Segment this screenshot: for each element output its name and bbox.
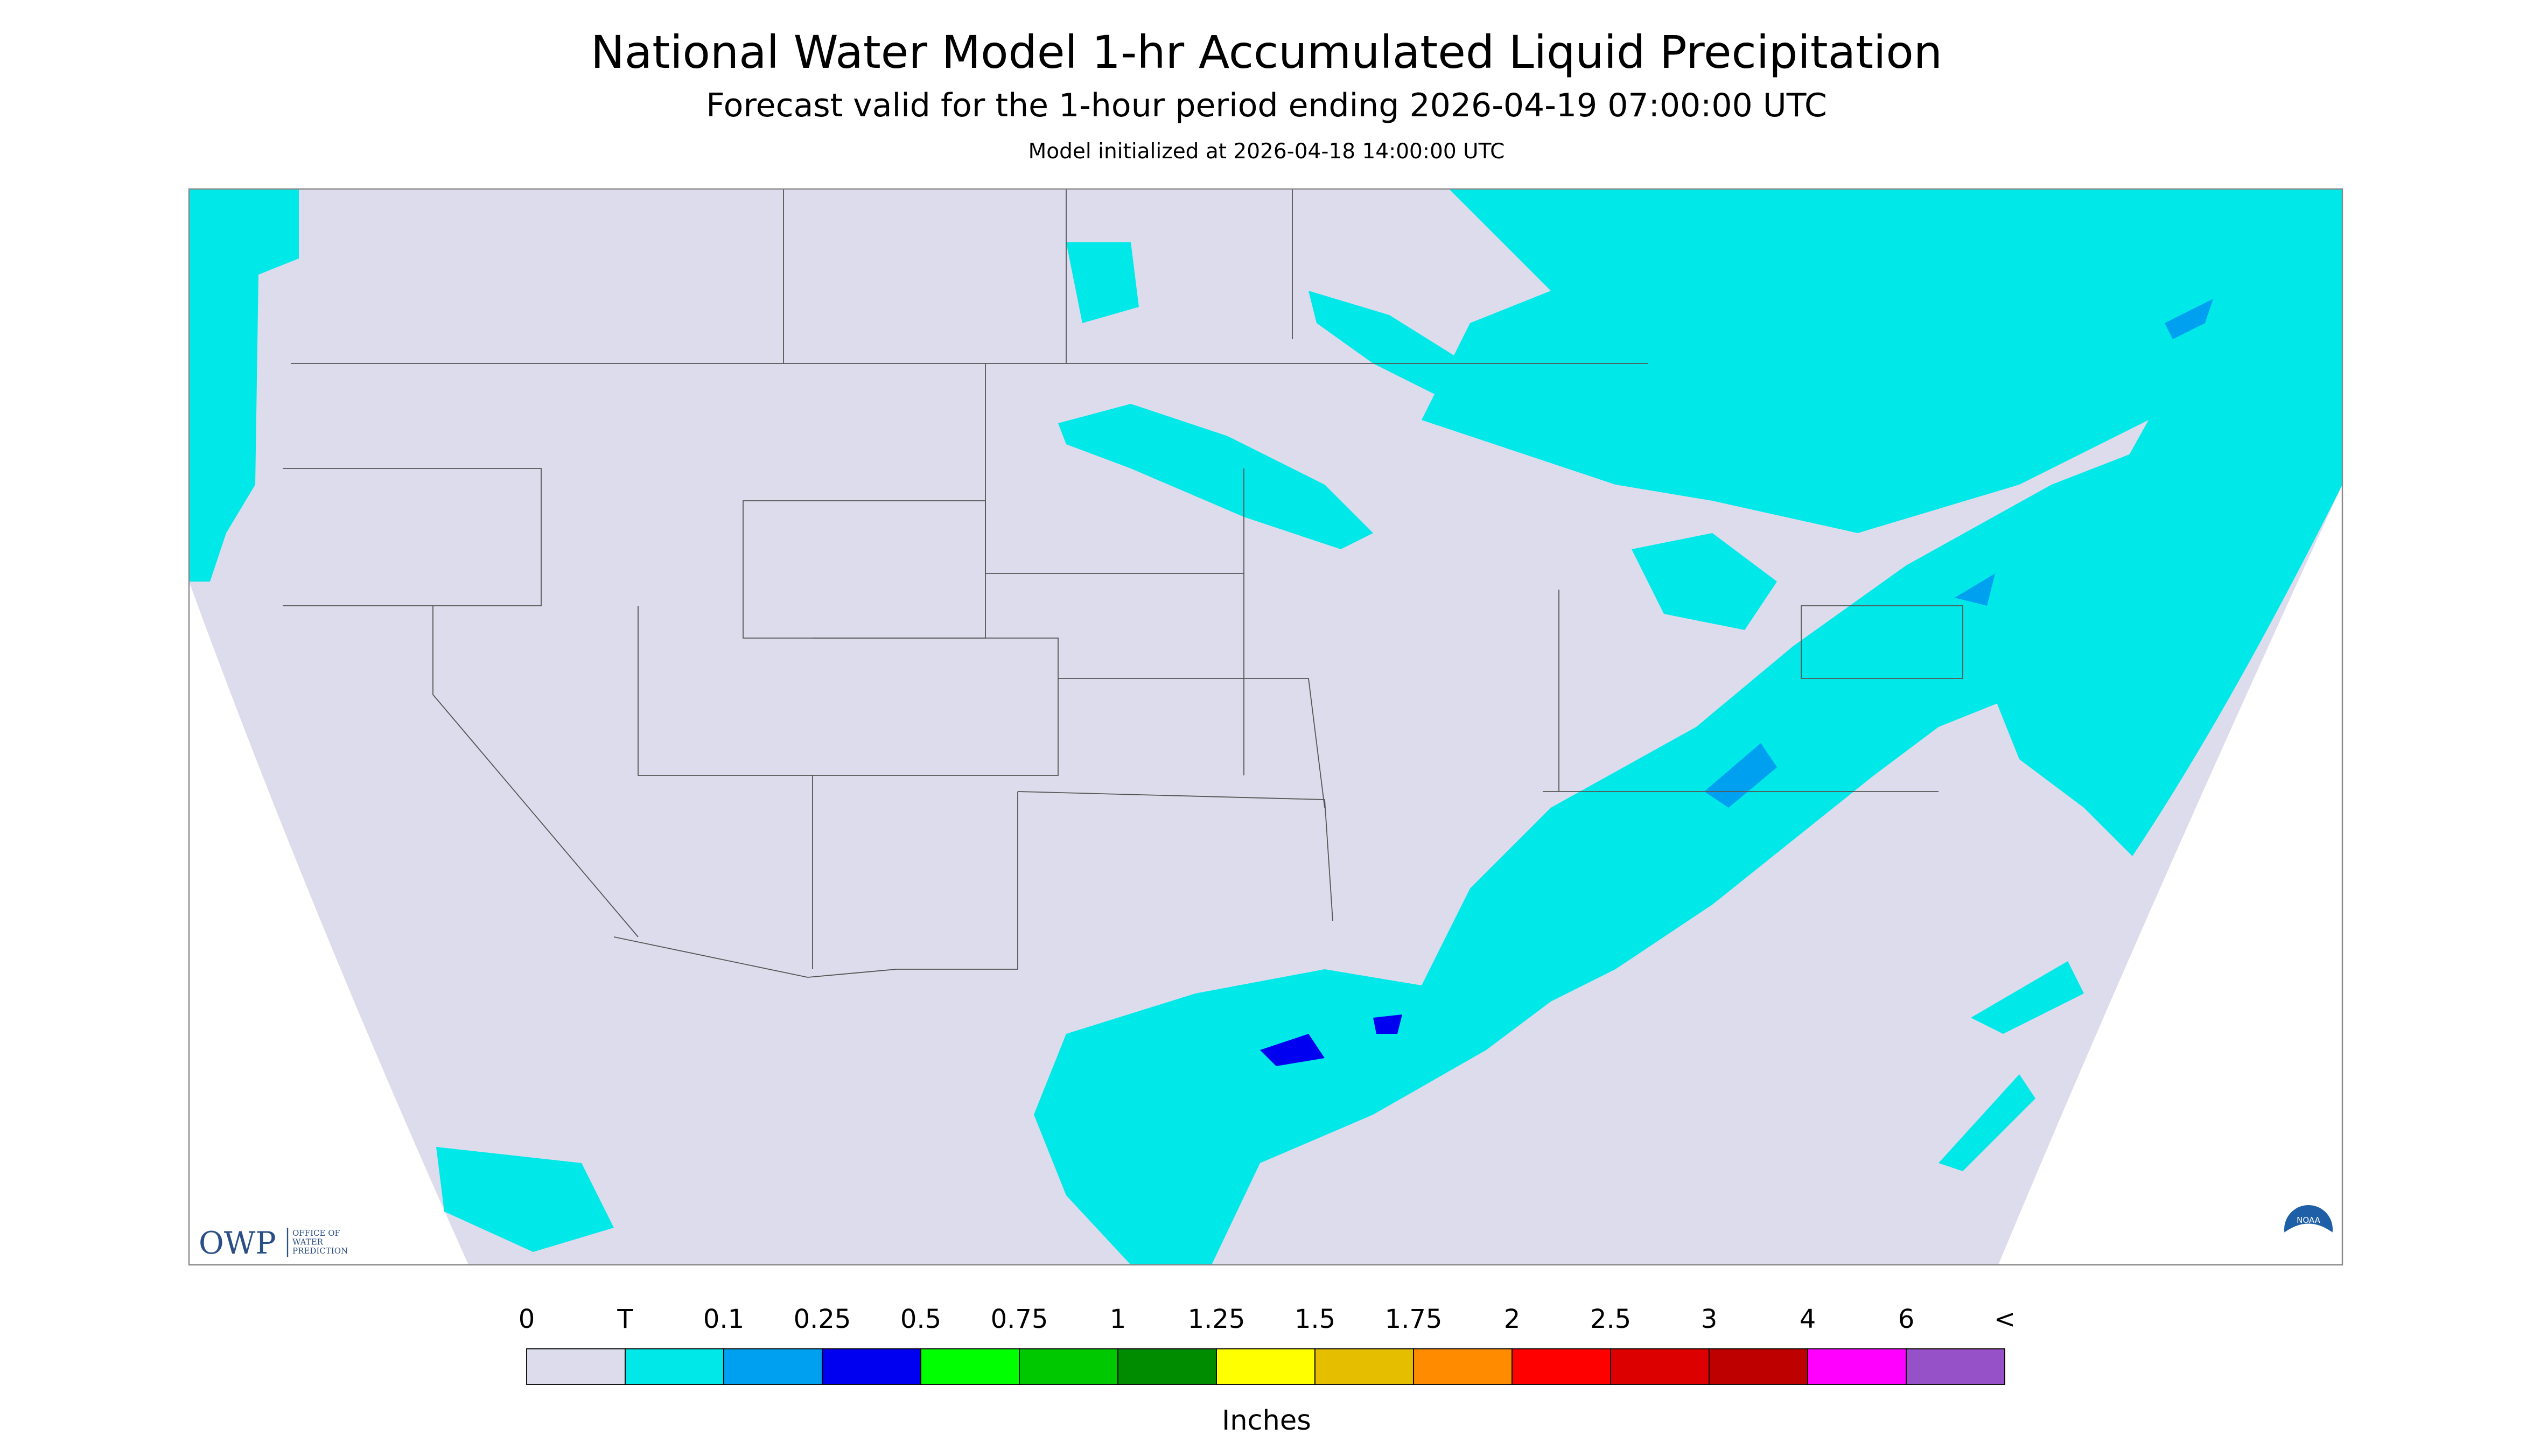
noaa-logo-wave xyxy=(2284,1223,2333,1257)
owp-name-line: PREDICTION xyxy=(292,1246,348,1256)
legend-swatch xyxy=(1512,1348,1611,1385)
subtitle: Forecast valid for the 1-hour period end… xyxy=(706,87,1827,124)
legend-label: 1 xyxy=(1110,1304,1126,1334)
legend-swatch xyxy=(1216,1348,1316,1385)
map-frame xyxy=(188,188,2343,1266)
legend-swatch xyxy=(526,1348,626,1385)
precip-trace xyxy=(189,189,2342,1265)
owp-logo: OWP xyxy=(199,1226,276,1261)
legend-label: T xyxy=(617,1304,633,1334)
legend-label: 0.25 xyxy=(794,1304,851,1334)
legend-swatch xyxy=(1413,1348,1513,1385)
legend: 0 T 0.1 0.25 0.5 0.75 1 1.25 1.5 1.75 2 2.5 3 4 6 < xyxy=(519,1304,2016,1385)
legend-label: 6 xyxy=(1898,1304,1915,1334)
legend-unit: Inches xyxy=(1222,1405,1311,1437)
init-note: Model initialized at 2026-04-18 14:00:00… xyxy=(1028,139,1505,164)
noaa-text: NOAA xyxy=(2297,1215,2320,1225)
legend-swatch xyxy=(1314,1348,1414,1385)
legend-label: < xyxy=(1994,1304,2016,1334)
legend-swatch xyxy=(822,1348,921,1385)
legend-label: 2.5 xyxy=(1590,1304,1631,1334)
legend-label: 3 xyxy=(1701,1304,1718,1334)
legend-swatch xyxy=(1117,1348,1217,1385)
legend-label: 1.25 xyxy=(1188,1304,1245,1334)
legend-label: 1.75 xyxy=(1385,1304,1443,1334)
owp-name-line: WATER xyxy=(292,1237,324,1247)
legend-label: 0.1 xyxy=(703,1304,744,1334)
owp-name-line: OFFICE OF xyxy=(292,1228,340,1238)
legend-label: 2 xyxy=(1504,1304,1521,1334)
legend-label: 0.75 xyxy=(991,1304,1048,1334)
legend-swatch xyxy=(920,1348,1020,1385)
legend-swatch xyxy=(1610,1348,1710,1385)
precip-moderate xyxy=(1260,1014,1402,1067)
legend-swatch xyxy=(723,1348,823,1385)
legend-swatch xyxy=(1906,1348,2005,1385)
legend-label: 0 xyxy=(519,1304,535,1334)
legend-swatch xyxy=(1709,1348,1808,1385)
legend-swatch xyxy=(1019,1348,1118,1385)
legend-swatch xyxy=(625,1348,724,1385)
title: National Water Model 1-hr Accumulated Li… xyxy=(591,26,1942,79)
legend-label: 1.5 xyxy=(1295,1304,1335,1334)
borders xyxy=(283,189,1963,978)
legend-swatch xyxy=(1807,1348,1907,1385)
legend-label: 4 xyxy=(1800,1304,1816,1334)
legend-label: 0.5 xyxy=(900,1304,941,1334)
